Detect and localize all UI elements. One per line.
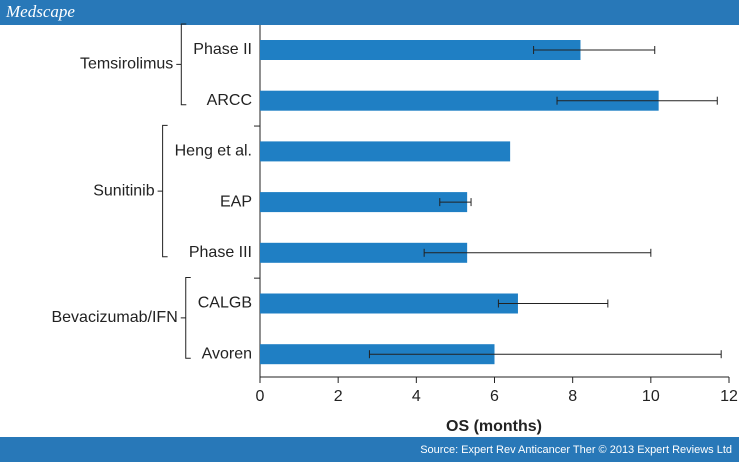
- header-bar: [0, 0, 739, 25]
- bar: [260, 90, 659, 111]
- bar: [260, 293, 518, 314]
- x-tick-label: 6: [490, 388, 499, 405]
- x-tick-label: 2: [334, 388, 343, 405]
- category-label: Phase III: [189, 244, 252, 261]
- category-label: EAP: [220, 193, 252, 210]
- bar: [260, 141, 511, 162]
- x-tick-label: 8: [568, 388, 577, 405]
- category-label: Phase II: [193, 41, 252, 58]
- x-tick-label: 12: [720, 388, 738, 405]
- x-tick-label: 10: [642, 388, 660, 405]
- x-tick-label: 0: [256, 388, 265, 405]
- brand: Medscape: [5, 2, 75, 21]
- source: Source: Expert Rev Anticancer Ther © 201…: [420, 444, 732, 456]
- bar: [260, 192, 468, 213]
- category-label: Heng et al.: [175, 143, 252, 160]
- group-bracket: [176, 23, 187, 106]
- group-label: Bevacizumab/IFN: [51, 309, 177, 326]
- group-label: Sunitinib: [93, 182, 154, 199]
- group-bracket: [157, 124, 168, 258]
- group-label: Temsirolimus: [80, 56, 173, 73]
- bar: [260, 242, 468, 263]
- group-bracket: [180, 277, 191, 359]
- x-axis-label: OS (months): [446, 418, 542, 435]
- category-label: CALGB: [198, 295, 252, 312]
- bar: [260, 40, 581, 60]
- category-label: Avoren: [202, 345, 252, 362]
- category-label: ARCC: [207, 92, 252, 109]
- footer-bar: [0, 437, 739, 462]
- x-tick-label: 4: [412, 388, 421, 405]
